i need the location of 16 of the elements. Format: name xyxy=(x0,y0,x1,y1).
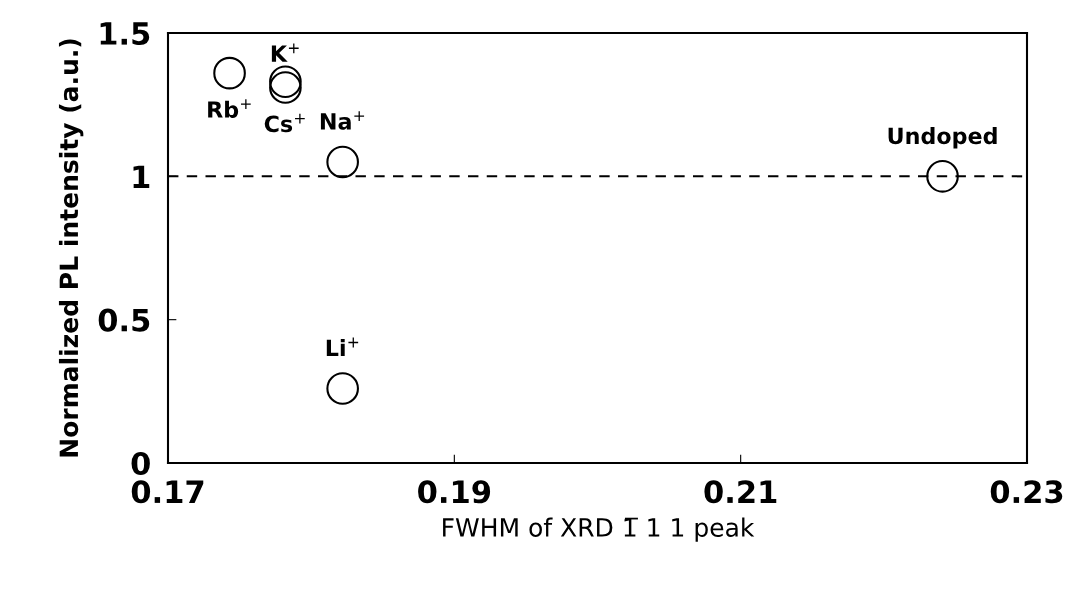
x-tick-label: 0.21 xyxy=(704,480,777,504)
x-axis-title: FWHM of XRD 1̅ 1 1 peak xyxy=(443,517,755,542)
x-tick-label: 0.23 xyxy=(990,480,1063,504)
y-tick-label: 0.5 xyxy=(98,308,150,332)
annotation: Undoped xyxy=(888,127,997,149)
annotation: Rb$^{+}$ xyxy=(208,99,251,118)
y-tick-label: 1.5 xyxy=(100,22,150,46)
x-tick-label: 0.19 xyxy=(418,480,491,504)
annotation: Na$^{+}$ xyxy=(320,111,365,130)
annotation: Cs$^{+}$ xyxy=(264,113,305,133)
y-tick-label: 0 xyxy=(131,451,150,476)
annotation: Li$^{+}$ xyxy=(326,337,359,356)
annotation: K$^{+}$ xyxy=(271,43,299,62)
y-tick-label: 1 xyxy=(133,165,150,188)
y-axis-title: Normalized PL intensity (a.u.) xyxy=(58,39,84,457)
x-tick-label: 0.17 xyxy=(131,480,204,504)
